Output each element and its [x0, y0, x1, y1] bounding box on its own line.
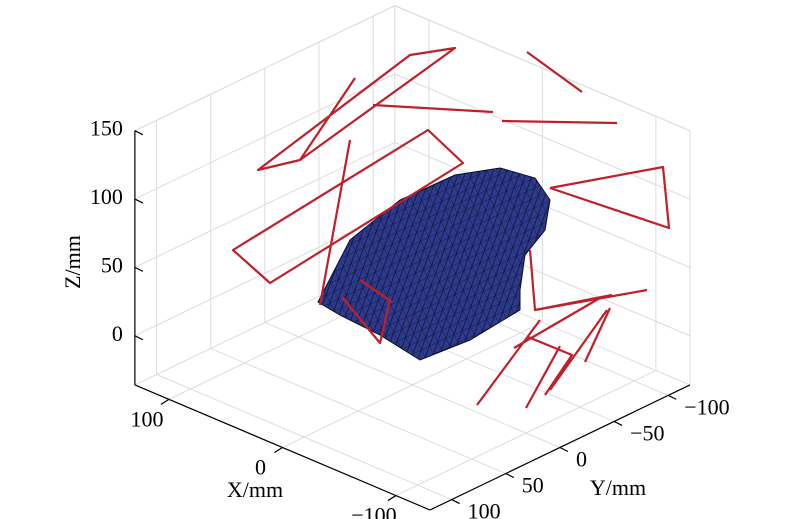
z-tick	[134, 130, 144, 136]
x-axis-label: X/mm	[227, 477, 283, 502]
x-tick-label: 100	[130, 406, 163, 431]
axes: −100 0 100 −100 −50 0 50 100 0 50 100 150	[90, 116, 730, 519]
grid-line	[264, 321, 561, 448]
z-tick-label: 0	[112, 321, 123, 346]
grid-line	[156, 374, 452, 501]
segment	[256, 46, 457, 172]
y-axis-label: Y/mm	[590, 475, 646, 500]
segment	[231, 128, 465, 306]
y-tick-label: −50	[630, 420, 664, 445]
grid-line	[394, 73, 691, 200]
grid-line	[134, 141, 396, 268]
plot-objects	[231, 46, 671, 409]
x-tick	[387, 495, 397, 502]
y-axis	[429, 384, 691, 511]
y-tick	[505, 472, 515, 479]
y-tick	[613, 420, 623, 426]
grid-line	[394, 5, 691, 132]
x-tick	[274, 446, 283, 453]
x-axis	[134, 384, 431, 511]
y-tick-label: 100	[468, 499, 501, 519]
x-tick-label: 0	[255, 455, 266, 480]
z-axis-label: Z/mm	[60, 235, 85, 289]
z-tick-label: 50	[101, 252, 123, 277]
segment	[476, 297, 611, 409]
z-tick-label: 150	[90, 116, 123, 141]
grid-line	[134, 5, 396, 132]
y-tick	[667, 394, 677, 400]
y-tick-label: 0	[576, 447, 587, 472]
segment	[372, 51, 618, 125]
grid-line	[134, 73, 396, 200]
y-tick	[559, 446, 569, 453]
x-tick-label: −100	[351, 503, 396, 519]
surface	[317, 167, 551, 361]
y-tick-label: −100	[684, 394, 729, 419]
z-tick	[134, 198, 144, 204]
grid-line	[210, 348, 507, 474]
segment	[528, 249, 648, 312]
x-tick	[160, 398, 170, 405]
z-tick	[134, 266, 144, 272]
y-tick-label: 50	[522, 473, 544, 498]
segment	[549, 165, 671, 230]
red-segments	[231, 46, 671, 409]
segment	[341, 279, 393, 345]
y-tick	[451, 499, 460, 505]
z-tick-label: 100	[90, 184, 123, 209]
z-tick	[134, 335, 144, 341]
